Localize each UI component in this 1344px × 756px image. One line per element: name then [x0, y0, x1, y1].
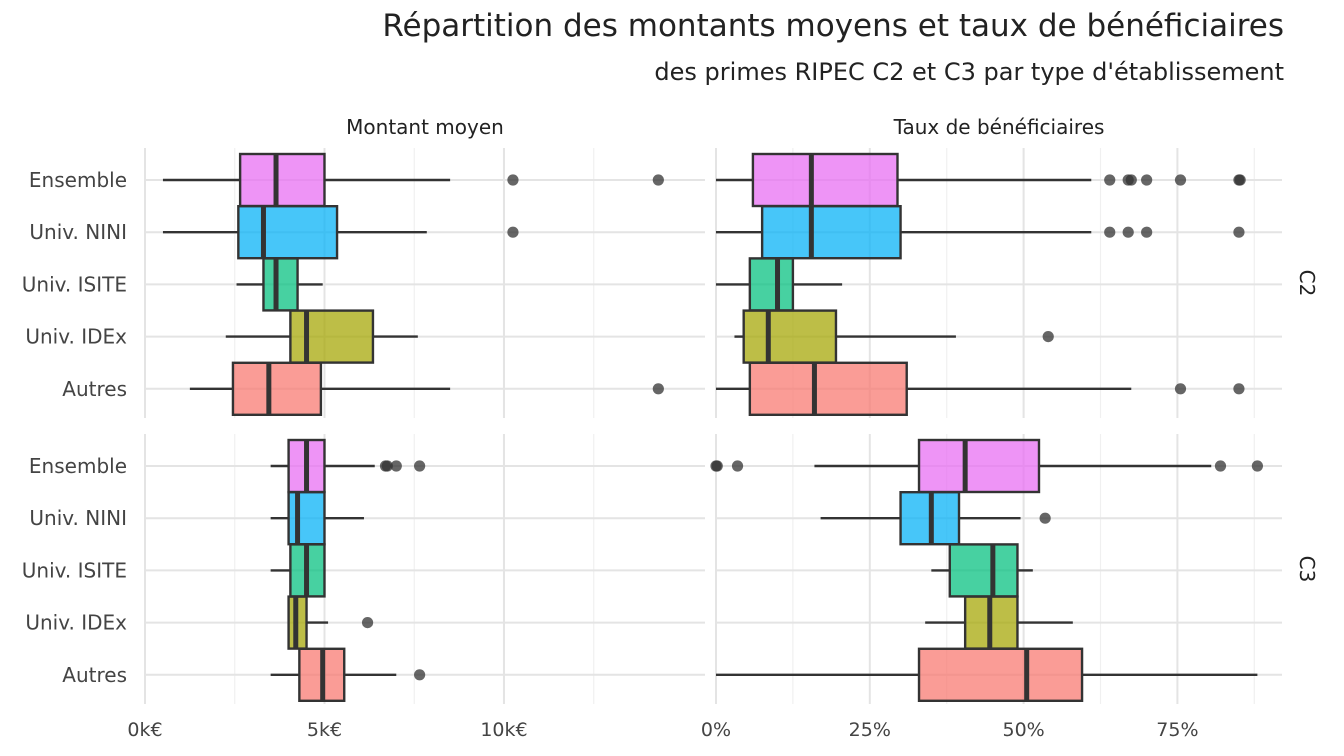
outlier-point [1125, 174, 1137, 186]
outlier-point [390, 460, 402, 472]
x-tick-label: 10k€ [480, 719, 527, 741]
x-tick-label: 75% [1156, 719, 1198, 741]
box-autres [917, 647, 1084, 702]
y-tick-label: Univ. ISITE [22, 272, 127, 296]
outlier-point [1233, 226, 1245, 238]
y-tick-label: Autres [62, 377, 127, 401]
box-univ-nini [237, 204, 339, 260]
y-tick-label: Ensemble [29, 168, 127, 192]
facet-row-label: C3 [1295, 556, 1319, 583]
outlier-point [381, 460, 393, 472]
outlier-point [414, 460, 426, 472]
outlier-point [1174, 383, 1187, 395]
box-univ-nini [287, 491, 326, 546]
facet-column-label: Montant moyen [346, 115, 504, 139]
box-univ-isite [262, 257, 299, 312]
box-ensemble [917, 438, 1041, 494]
outlier-point [652, 383, 664, 395]
outlier-point [1141, 226, 1153, 238]
y-tick-label: Autres [62, 663, 127, 687]
box-univ-nini [760, 204, 902, 260]
outlier-point [1214, 460, 1227, 472]
x-tick-label: 5k€ [307, 719, 342, 741]
x-tick-label: 0k€ [127, 719, 162, 741]
y-tick-label: Ensemble [29, 454, 127, 478]
x-tick-label: 50% [1002, 719, 1044, 741]
y-tick-label: Univ. NINI [29, 506, 127, 530]
box-autres [748, 361, 908, 416]
box-autres [231, 361, 323, 416]
chart-title: Répartition des montants moyens et taux … [382, 8, 1284, 44]
box-univ-idex [289, 309, 375, 364]
outlier-point [1234, 174, 1246, 186]
facet-column-label: Taux de bénéficiaires [893, 115, 1105, 139]
y-tick-label: Univ. IDEx [25, 611, 127, 635]
outlier-point [1174, 174, 1187, 186]
box-univ-isite [948, 543, 1019, 598]
y-tick-label: Univ. NINI [29, 220, 127, 244]
box-ensemble [751, 152, 899, 208]
chart-subtitle: des primes RIPEC C2 et C3 par type d'éta… [654, 58, 1284, 86]
outlier-point [1122, 226, 1134, 238]
box-univ-idex [742, 309, 838, 364]
outlier-point [1233, 383, 1245, 395]
outlier-point [731, 460, 744, 472]
outlier-point [652, 174, 664, 186]
facet-row-label: C2 [1295, 270, 1319, 297]
y-tick-label: Univ. IDEx [25, 325, 127, 349]
outlier-point [1039, 512, 1051, 524]
outlier-point [507, 174, 519, 186]
box-univ-isite [748, 257, 795, 312]
outlier-point [361, 617, 374, 629]
box-ensemble [238, 152, 326, 208]
x-tick-label: 0% [701, 719, 731, 741]
y-tick-label: Univ. ISITE [22, 558, 127, 582]
x-tick-label: 25% [849, 719, 891, 741]
outlier-point [1251, 460, 1263, 472]
outlier-point [414, 669, 426, 681]
outlier-point [1104, 174, 1116, 186]
outlier-point [507, 226, 519, 238]
outlier-point [1104, 226, 1116, 238]
outlier-point [1042, 331, 1054, 343]
outlier-point [711, 460, 723, 472]
outlier-point [1141, 174, 1153, 186]
